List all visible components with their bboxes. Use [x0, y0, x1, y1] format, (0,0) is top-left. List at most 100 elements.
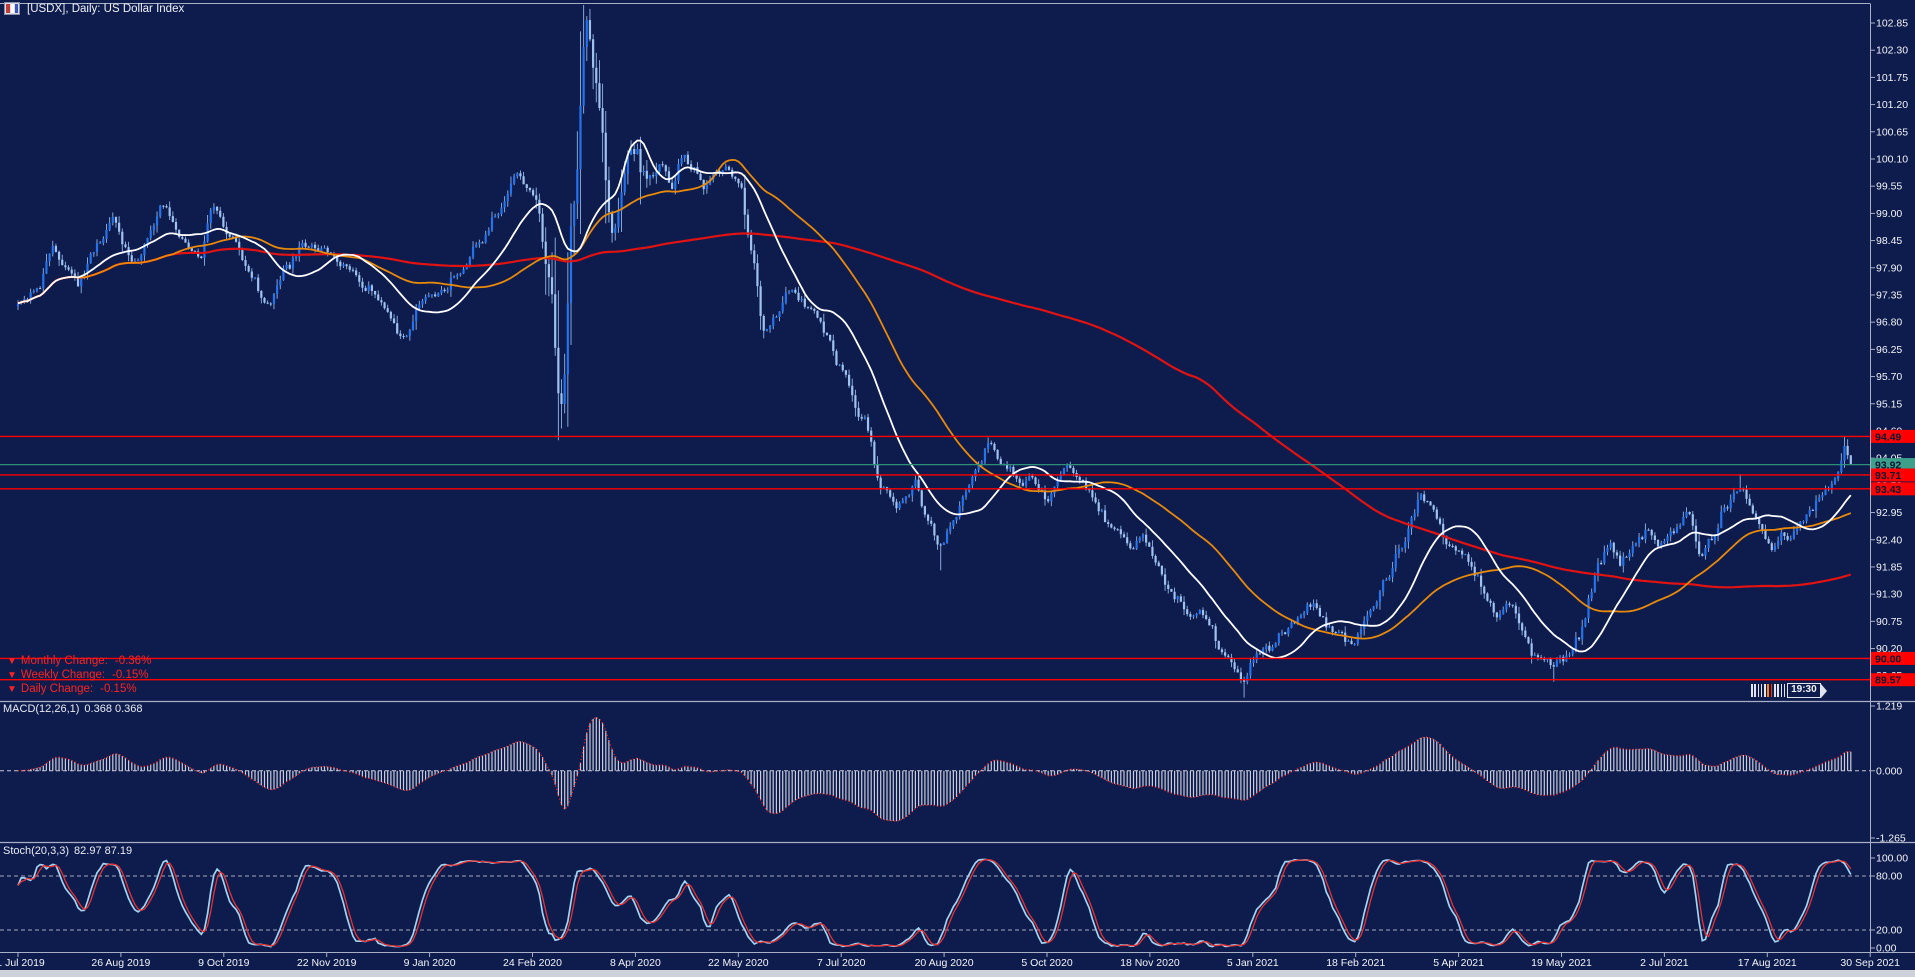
- time-axis-label: 9 Oct 2019: [198, 957, 250, 969]
- macd-axis-label: 0.000: [1876, 765, 1902, 777]
- countdown-bar: [1757, 684, 1760, 697]
- price-axis-label: 99.00: [1876, 208, 1902, 220]
- price-level-tag-89.57-label: 89.57: [1875, 675, 1901, 687]
- stoch-name: Stoch(20,3,3): [3, 845, 70, 857]
- time-axis-label: 8 Apr 2020: [610, 957, 661, 969]
- countdown-tag-tip: [1820, 683, 1827, 698]
- ma-medium-line: [17, 158, 1852, 640]
- stoch-axis-label: 20.00: [1876, 925, 1902, 937]
- price-level-tag-90.00: [1871, 651, 1915, 665]
- time-axis-label: 19 May 2021: [1531, 957, 1592, 969]
- price-axis[interactable]: 102.85 102.30 101.75 101.20 100.65 100.10 99.5…: [1870, 18, 1915, 955]
- price-level-tag-93.71-label: 93.71: [1875, 470, 1901, 482]
- price-axis-label: 97.35: [1876, 289, 1902, 301]
- macd-pane[interactable]: [0, 716, 1870, 822]
- stoch-axis-label: 80.00: [1876, 871, 1902, 883]
- daily-change-label: Daily Change:: [20, 682, 94, 695]
- stoch-axis-label: 100.00: [1876, 853, 1908, 865]
- chart-title-bar[interactable]: [USDX], Daily: US Dollar Index: [4, 2, 184, 15]
- time-axis-label: 24 Feb 2020: [503, 957, 562, 969]
- countdown-bar: [1754, 684, 1756, 697]
- price-axis-label: 102.30: [1876, 45, 1908, 57]
- monthly-change-label: Monthly Change:: [20, 655, 108, 667]
- price-axis-label: 100.10: [1876, 153, 1908, 165]
- change-stats: ▼ Monthly Change: -0.36% ▼ Weekly Change: -0…: [7, 655, 151, 696]
- price-axis-label: 95.70: [1876, 371, 1902, 383]
- time-axis-label: 18 Feb 2021: [1326, 957, 1385, 969]
- countdown-bar: [1760, 684, 1763, 697]
- macd-axis-label: 1.219: [1876, 701, 1902, 713]
- price-axis-label: 99.55: [1876, 181, 1902, 193]
- down-arrow-icon: ▼: [7, 683, 17, 695]
- time-axis-label: 22 May 2020: [708, 957, 769, 969]
- price-axis-label: 100.65: [1876, 126, 1908, 138]
- time-axis-label: 5 Oct 2020: [1021, 957, 1073, 969]
- stoch-values: 82.97 87.19: [74, 845, 133, 857]
- ma-slow-line: [17, 232, 1852, 589]
- weekly-change-value: -0.15%: [112, 668, 149, 681]
- countdown-bars: [1751, 684, 1787, 697]
- price-axis-label: 91.85: [1876, 561, 1902, 573]
- price-axis-label: 101.20: [1876, 99, 1908, 111]
- time-axis-label: 9 Jan 2020: [404, 957, 456, 969]
- time-axis-label: 30 Sep 2021: [1840, 957, 1900, 969]
- price-level-tag-93.71: [1871, 468, 1915, 482]
- time-axis-label: 22 Nov 2019: [297, 957, 357, 969]
- countdown-bar: [1783, 684, 1786, 697]
- price-axis-label: 98.45: [1876, 235, 1902, 247]
- time-axis-label: 11 Jul 2019: [0, 957, 45, 969]
- macd-name: MACD(12,26,1): [3, 703, 80, 715]
- price-axis-label: 102.85: [1876, 18, 1908, 30]
- price-axis-label: 96.80: [1876, 317, 1902, 329]
- monthly-change: ▼ Monthly Change: -0.36%: [7, 655, 151, 669]
- time-axis-label: 2 Jul 2021: [1640, 957, 1689, 969]
- price-axis-label: 91.30: [1876, 589, 1902, 601]
- window-bottom-border: [0, 970, 1915, 977]
- daily-change-value: -0.15%: [100, 682, 137, 695]
- monthly-change-value: -0.36%: [114, 655, 152, 667]
- time-axis-label: 17 Aug 2021: [1738, 957, 1797, 969]
- price-level-tag-90.00-label: 90.00: [1875, 653, 1901, 665]
- countdown-bar: [1764, 684, 1766, 697]
- time-axis-label: 20 Aug 2020: [915, 957, 974, 969]
- stoch-indicator-label: Stoch(20,3,3) 82.97 87.19: [3, 845, 132, 857]
- price-axis-label: 96.25: [1876, 344, 1902, 356]
- chart-icon: [4, 2, 20, 15]
- time-axis-label: 5 Jan 2021: [1227, 957, 1279, 969]
- macd-axis-label: -1.265: [1876, 832, 1906, 844]
- pane-borders: [0, 3, 1915, 953]
- macd-signal-line: [17, 716, 1851, 822]
- price-level-tag-93.43: [1871, 482, 1915, 496]
- time-axis-label: 5 Apr 2021: [1433, 957, 1484, 969]
- time-axis[interactable]: 11 Jul 2019 26 Aug 2019 9 Oct 2019 22 Nov 2…: [0, 953, 1900, 969]
- stoch-axis-label: 0.00: [1876, 943, 1897, 955]
- daily-change: ▼ Daily Change: -0.15%: [7, 683, 151, 697]
- down-arrow-icon: ▼: [7, 656, 17, 667]
- price-axis-label: 97.90: [1876, 262, 1902, 274]
- weekly-change-label: Weekly Change:: [20, 668, 106, 681]
- countdown-bar: [1773, 684, 1776, 697]
- countdown-bar: [1777, 684, 1779, 697]
- countdown-timer: 19:30: [1787, 683, 1821, 698]
- down-arrow-icon: ▼: [7, 669, 17, 681]
- countdown-bar: [1780, 684, 1783, 697]
- weekly-change: ▼ Weekly Change: -0.15%: [7, 669, 151, 683]
- price-level-tag-94.49: [1871, 429, 1915, 443]
- main-price-pane[interactable]: [16, 0, 1852, 698]
- current-price-tag: [1871, 458, 1915, 472]
- price-axis-label: 92.95: [1876, 507, 1902, 519]
- price-axis-label: 90.75: [1876, 616, 1902, 628]
- price-axis-label: 92.40: [1876, 534, 1902, 546]
- time-axis-label: 18 Nov 2020: [1120, 957, 1180, 969]
- countdown-bar: [1767, 684, 1769, 697]
- price-level-tag-89.57: [1871, 673, 1915, 687]
- stochastic-pane[interactable]: [0, 858, 1870, 948]
- price-axis-label: 101.75: [1876, 72, 1908, 84]
- price-axis-label: 95.15: [1876, 398, 1902, 410]
- candle-countdown: 19:30: [1751, 683, 1827, 698]
- time-axis-label: 26 Aug 2019: [91, 957, 150, 969]
- price-level-tag-93.43-label: 93.43: [1875, 484, 1901, 496]
- stoch-d-line: [17, 859, 1852, 948]
- macd-indicator-label: MACD(12,26,1) 0.368 0.368: [3, 703, 143, 715]
